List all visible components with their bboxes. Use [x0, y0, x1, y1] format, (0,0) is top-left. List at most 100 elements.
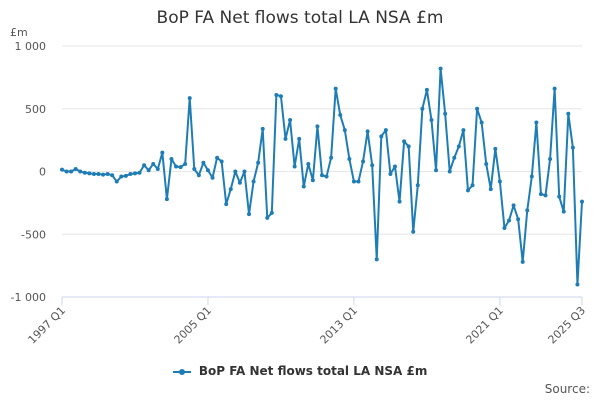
- data-point[interactable]: [402, 139, 407, 144]
- data-point[interactable]: [101, 172, 106, 177]
- data-point[interactable]: [310, 178, 315, 183]
- data-point[interactable]: [242, 169, 247, 174]
- data-point[interactable]: [256, 160, 261, 165]
- data-point[interactable]: [233, 169, 238, 174]
- data-point[interactable]: [333, 86, 338, 91]
- data-point[interactable]: [169, 156, 174, 161]
- data-point[interactable]: [105, 172, 110, 177]
- data-point[interactable]: [178, 165, 183, 170]
- data-point[interactable]: [497, 179, 502, 184]
- data-point[interactable]: [164, 197, 169, 202]
- data-point[interactable]: [338, 113, 343, 118]
- data-point[interactable]: [174, 164, 179, 169]
- data-point[interactable]: [379, 134, 384, 139]
- data-point[interactable]: [342, 128, 347, 133]
- data-point[interactable]: [543, 193, 548, 198]
- data-point[interactable]: [306, 161, 311, 166]
- data-point[interactable]: [538, 192, 543, 197]
- data-point[interactable]: [420, 106, 425, 111]
- data-point[interactable]: [434, 168, 439, 173]
- data-point[interactable]: [301, 184, 306, 189]
- data-point[interactable]: [292, 164, 297, 169]
- data-point[interactable]: [160, 150, 165, 155]
- data-point[interactable]: [329, 155, 334, 160]
- data-point[interactable]: [137, 170, 142, 175]
- data-point[interactable]: [123, 173, 128, 178]
- data-point[interactable]: [488, 187, 493, 192]
- data-point[interactable]: [438, 66, 443, 71]
- data-point[interactable]: [219, 159, 224, 164]
- data-point[interactable]: [269, 210, 274, 215]
- chart-legend[interactable]: BoP FA Net flows total LA NSA £m: [0, 364, 600, 378]
- data-point[interactable]: [155, 166, 160, 171]
- data-point[interactable]: [274, 92, 279, 97]
- data-point[interactable]: [73, 166, 78, 171]
- data-point[interactable]: [406, 144, 411, 149]
- data-point[interactable]: [283, 136, 288, 141]
- data-point[interactable]: [525, 208, 530, 213]
- data-point[interactable]: [566, 111, 571, 116]
- data-point[interactable]: [114, 179, 119, 184]
- data-point[interactable]: [479, 120, 484, 125]
- data-point[interactable]: [247, 212, 252, 217]
- data-point[interactable]: [351, 179, 356, 184]
- data-point[interactable]: [228, 187, 233, 192]
- data-point[interactable]: [392, 164, 397, 169]
- data-point[interactable]: [561, 209, 566, 214]
- data-point[interactable]: [315, 124, 320, 129]
- data-point[interactable]: [132, 171, 137, 176]
- data-point[interactable]: [205, 168, 210, 173]
- data-point[interactable]: [424, 87, 429, 92]
- data-point[interactable]: [465, 188, 470, 193]
- data-point[interactable]: [548, 156, 553, 161]
- data-point[interactable]: [278, 94, 283, 99]
- data-point[interactable]: [534, 120, 539, 125]
- data-point[interactable]: [529, 174, 534, 179]
- data-point[interactable]: [361, 159, 366, 164]
- data-point[interactable]: [370, 163, 375, 168]
- data-point[interactable]: [516, 217, 521, 222]
- data-point[interactable]: [91, 172, 96, 177]
- data-point[interactable]: [388, 172, 393, 177]
- data-point[interactable]: [447, 169, 452, 174]
- data-point[interactable]: [570, 145, 575, 150]
- data-point[interactable]: [461, 128, 466, 133]
- data-point[interactable]: [201, 160, 206, 165]
- data-point[interactable]: [251, 179, 256, 184]
- data-point[interactable]: [475, 106, 480, 111]
- data-point[interactable]: [237, 180, 242, 185]
- data-point[interactable]: [557, 194, 562, 199]
- data-point[interactable]: [69, 169, 74, 174]
- data-point[interactable]: [110, 173, 115, 178]
- data-point[interactable]: [580, 199, 584, 204]
- data-point[interactable]: [183, 161, 188, 166]
- data-point[interactable]: [320, 173, 324, 178]
- data-point[interactable]: [78, 169, 83, 174]
- data-point[interactable]: [443, 111, 448, 116]
- data-point[interactable]: [265, 215, 270, 220]
- data-point[interactable]: [493, 146, 498, 151]
- data-point[interactable]: [96, 172, 101, 177]
- data-point[interactable]: [324, 174, 329, 179]
- data-point[interactable]: [470, 183, 475, 188]
- data-point[interactable]: [507, 218, 512, 223]
- data-point[interactable]: [64, 169, 69, 174]
- data-point[interactable]: [347, 156, 352, 161]
- data-point[interactable]: [128, 172, 133, 177]
- data-point[interactable]: [151, 161, 156, 166]
- data-point[interactable]: [87, 171, 92, 176]
- data-point[interactable]: [575, 282, 580, 287]
- data-point[interactable]: [502, 225, 507, 230]
- data-point[interactable]: [415, 183, 420, 188]
- data-point[interactable]: [552, 86, 557, 91]
- data-point[interactable]: [411, 229, 416, 234]
- data-point[interactable]: [224, 202, 229, 207]
- data-point[interactable]: [142, 163, 147, 168]
- data-point[interactable]: [146, 168, 151, 173]
- data-point[interactable]: [365, 129, 370, 134]
- data-point[interactable]: [210, 175, 215, 180]
- data-point[interactable]: [383, 128, 388, 133]
- data-point[interactable]: [60, 167, 64, 172]
- data-point[interactable]: [192, 166, 197, 171]
- data-point[interactable]: [196, 173, 201, 178]
